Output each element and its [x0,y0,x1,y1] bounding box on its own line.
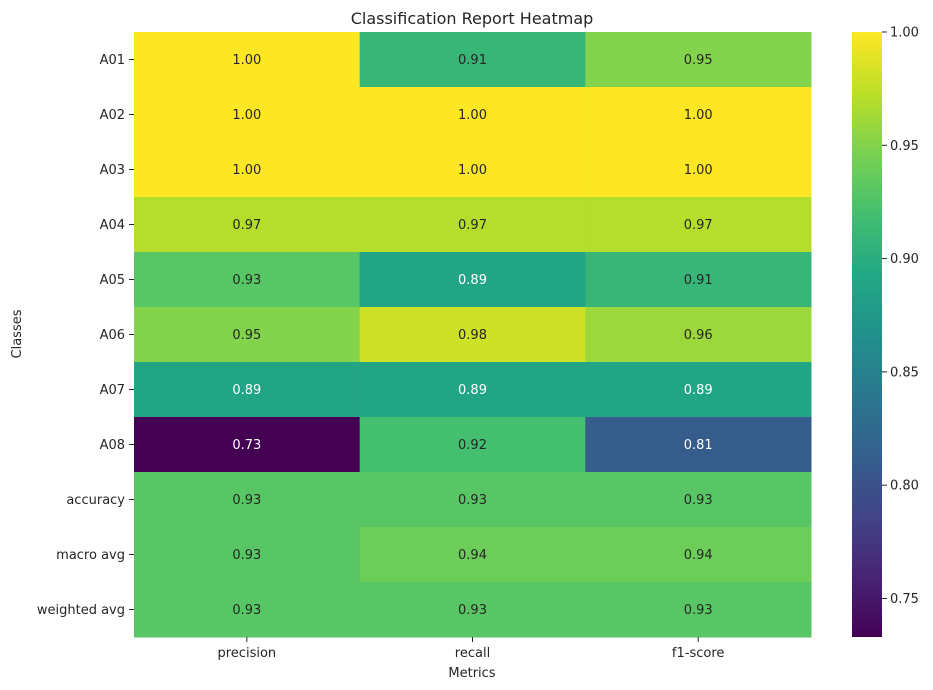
y-tick-label: macro avg [56,548,125,563]
colorbar-tick-label: 0.80 [890,479,919,494]
cell-value-label: 1.00 [684,163,713,178]
heatmap-cell [134,582,361,638]
cell-value-label: 0.89 [458,383,487,398]
chart-title: Classification Report Heatmap [351,9,594,28]
heatmap-cell [359,307,586,363]
heatmap-cell [359,527,586,583]
y-axis-ticks: A01 A02 A03 A04 A05 A06 A07 A08 accuracy macro av… [37,53,134,618]
heatmap-cell [359,142,586,198]
heatmap-cell [585,582,812,638]
heatmap-cell [359,417,586,473]
cell-value-label: 0.89 [458,273,487,288]
heatmap-cell [585,142,812,198]
heatmap-cell [359,32,586,88]
y-tick-label: A03 [100,163,125,178]
cell-value-label: 0.73 [232,438,261,453]
colorbar-tick-label: 0.95 [890,139,919,154]
y-tick-label: A01 [100,53,125,68]
x-tick-label: recall [455,646,490,661]
heatmap-cell [585,527,812,583]
y-tick-label: A07 [100,383,125,398]
y-tick-label: weighted avg [37,603,125,618]
cell-value-label: 1.00 [232,108,261,123]
cell-value-label: 0.96 [684,328,713,343]
cell-value-label: 0.93 [458,493,487,508]
cell-value-label: 0.97 [232,218,261,233]
heatmap-cell [134,32,361,88]
y-tick-label: A04 [100,218,125,233]
y-tick-label: A06 [100,328,125,343]
heatmap-cell [585,417,812,473]
heatmap-cell [134,87,361,143]
cell-value-label: 0.97 [458,218,487,233]
cell-value-label: 0.94 [684,548,713,563]
heatmap-cell [134,252,361,308]
heatmap-cell [585,362,812,418]
cell-value-label: 0.93 [232,273,261,288]
cell-value-label: 0.93 [232,548,261,563]
colorbar-tick-label: 1.00 [890,26,919,41]
heatmap-cell [585,87,812,143]
y-axis-label: Classes [10,309,25,358]
heatmap-cell [134,142,361,198]
heatmap-cell [359,582,586,638]
cell-value-label: 0.97 [684,218,713,233]
cell-value-label: 0.93 [458,603,487,618]
heatmap-cell [134,527,361,583]
cell-value-label: 0.94 [458,548,487,563]
cell-value-label: 0.95 [232,328,261,343]
heatmap-cell [134,362,361,418]
heatmap-cell [134,417,361,473]
x-axis-ticks: precision recall f1-score [218,637,724,661]
y-tick-label: A02 [100,108,125,123]
x-tick-label: f1-score [672,646,724,661]
cell-value-label: 0.93 [232,603,261,618]
x-axis-label: Metrics [448,666,495,681]
heatmap-cell [134,472,361,528]
colorbar-gradient [852,32,882,637]
heatmap-cells [134,32,812,638]
heatmap-cell [359,362,586,418]
heatmap-cell [359,472,586,528]
cell-value-label: 0.91 [684,273,713,288]
colorbar-tick-label: 0.85 [890,365,919,380]
cell-value-label: 0.89 [684,383,713,398]
y-tick-label: accuracy [66,493,125,508]
cell-value-label: 0.91 [458,53,487,68]
heatmap-cell [585,197,812,253]
colorbar: 0.75 0.80 0.85 0.90 0.95 1.00 [852,26,919,637]
cell-value-label: 1.00 [458,108,487,123]
cell-value-label: 1.00 [232,53,261,68]
y-tick-label: A05 [100,273,125,288]
cell-value-label: 0.93 [232,493,261,508]
y-tick-label: A08 [100,438,125,453]
cell-value-label: 0.92 [458,438,487,453]
heatmap-cell-labels: 1.00 0.91 0.95 1.00 1.00 1.00 1.00 1.00 1.00 0.97… [232,53,712,618]
heatmap-cell [359,87,586,143]
cell-value-label: 1.00 [232,163,261,178]
cell-value-label: 0.89 [232,383,261,398]
cell-value-label: 0.98 [458,328,487,343]
cell-value-label: 0.93 [684,493,713,508]
heatmap-cell [585,307,812,363]
heatmap-cell [585,252,812,308]
heatmap-cell [585,32,812,88]
heatmap-cell [359,197,586,253]
heatmap-cell [134,197,361,253]
heatmap-cell [359,252,586,308]
cell-value-label: 0.95 [684,53,713,68]
colorbar-tick-label: 0.75 [890,592,919,607]
x-tick-label: precision [218,646,277,661]
heatmap-cell [585,472,812,528]
cell-value-label: 0.93 [684,603,713,618]
cell-value-label: 1.00 [458,163,487,178]
cell-value-label: 1.00 [684,108,713,123]
cell-value-label: 0.81 [684,438,713,453]
colorbar-tick-label: 0.90 [890,252,919,267]
heatmap-cell [134,307,361,363]
